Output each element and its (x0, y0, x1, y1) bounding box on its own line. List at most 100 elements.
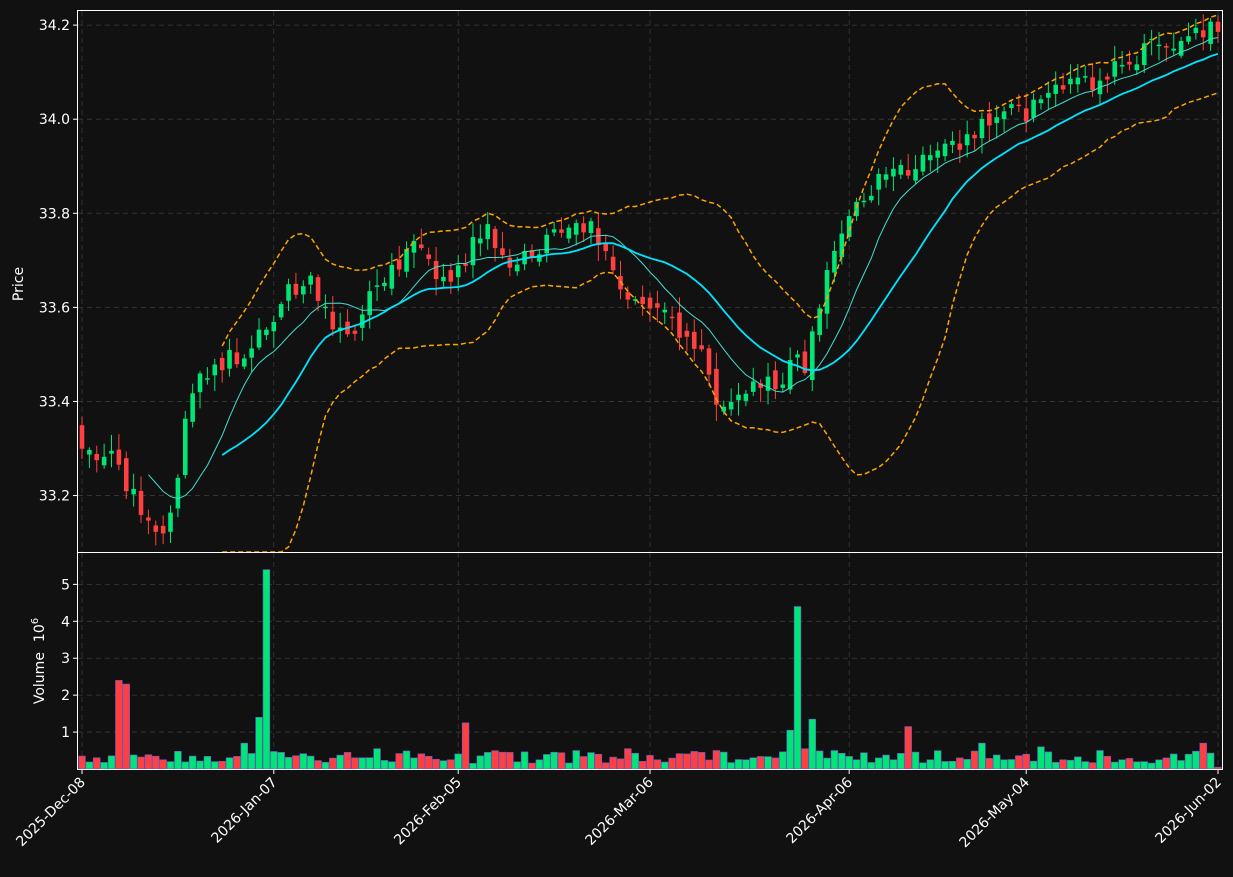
candle-body (596, 228, 601, 246)
volume-axis-exponent-base: 10 (32, 624, 48, 642)
volume-bar (602, 762, 610, 770)
price-tick-label: 33.8 (39, 206, 70, 222)
price-tick-label: 34.0 (39, 112, 70, 128)
volume-bar (786, 729, 794, 770)
volume-bar (351, 757, 359, 770)
volume-bar (277, 752, 285, 770)
volume-bar (535, 759, 544, 770)
volume-bar (1044, 751, 1053, 770)
candle-body (1090, 77, 1095, 91)
volume-bar (1037, 746, 1045, 770)
volume-bar (196, 760, 204, 770)
volume-bar (1177, 760, 1185, 770)
volume-bar (1074, 756, 1082, 770)
candle-body (470, 237, 476, 266)
candle-body (301, 286, 306, 295)
candle-body (972, 134, 977, 139)
volume-bar (764, 756, 772, 770)
candle-body (1031, 99, 1036, 118)
candle-body (824, 270, 830, 314)
volume-bar (1214, 766, 1222, 770)
price-tick-label: 33.6 (39, 300, 70, 316)
volume-bar (299, 753, 307, 770)
volume-bars (78, 569, 1222, 770)
candle-body (559, 229, 564, 233)
volume-bar (697, 752, 706, 770)
candle-body (419, 244, 424, 249)
volume-bar (970, 750, 979, 770)
volume-bar (506, 752, 514, 770)
volume-bar (793, 606, 802, 770)
candle-body (249, 348, 254, 358)
candle-body (736, 394, 741, 401)
candle-body (994, 117, 999, 124)
volume-bar (609, 756, 617, 770)
candle-body (1215, 21, 1221, 32)
volume-bar (166, 761, 175, 770)
candle-body (758, 383, 763, 388)
volume-bar (771, 757, 780, 770)
volume-bar (631, 752, 639, 770)
candle-body (979, 118, 985, 139)
candle-body (699, 345, 704, 350)
volume-bar (240, 742, 248, 770)
volume-bar (926, 759, 935, 770)
volume-bar (373, 748, 381, 770)
candle-body (315, 277, 321, 301)
candle-body (743, 393, 749, 401)
volume-bar (1066, 759, 1075, 770)
volume-bar (284, 757, 293, 770)
volume-bar (779, 751, 787, 770)
candle-body (271, 321, 277, 332)
candle-body (463, 263, 468, 266)
candle-body (1127, 61, 1132, 65)
candle-body (780, 384, 786, 388)
volume-bar (550, 751, 558, 770)
candle-body (1186, 36, 1191, 42)
candle-body (109, 450, 114, 454)
candle-body (669, 316, 675, 319)
candle-body (861, 200, 867, 203)
volume-bar (93, 757, 101, 770)
volume-bar (756, 756, 765, 770)
candle-body (787, 360, 793, 390)
candle-body (544, 234, 550, 254)
volume-bar (1147, 762, 1156, 770)
candle-body (647, 297, 653, 309)
candle-body (706, 348, 712, 375)
candle-body (802, 351, 808, 374)
candle-body (168, 512, 173, 532)
candle-body (1016, 104, 1022, 107)
volume-bar (675, 753, 684, 770)
volume-bar (823, 757, 831, 770)
volume-bar (144, 754, 153, 770)
candle-body (330, 311, 336, 330)
volume-bar (188, 755, 197, 770)
volume-bar (491, 750, 499, 770)
volume-bar (1096, 750, 1104, 770)
candle-body (1171, 48, 1177, 51)
candle-body (360, 314, 365, 328)
volume-bar (705, 759, 713, 770)
volume-bar (683, 753, 691, 770)
candle-body (79, 425, 85, 449)
volume-bar (720, 751, 728, 770)
volume-bar (668, 757, 676, 770)
volume-bar (985, 758, 994, 770)
candle-body (573, 223, 579, 235)
volume-bar (461, 722, 470, 770)
volume-bar (845, 756, 853, 770)
candle-body (891, 168, 896, 177)
volume-bar (572, 750, 580, 770)
candle-body (455, 265, 461, 278)
candle-body (205, 378, 210, 380)
volume-bar (417, 753, 426, 770)
volume-bar (410, 757, 418, 770)
candle-body (433, 261, 439, 280)
candle-body (1208, 21, 1213, 44)
volume-bar (484, 752, 492, 770)
candle-body (625, 292, 631, 300)
candle-body (411, 240, 417, 253)
volume-bar (594, 753, 603, 770)
